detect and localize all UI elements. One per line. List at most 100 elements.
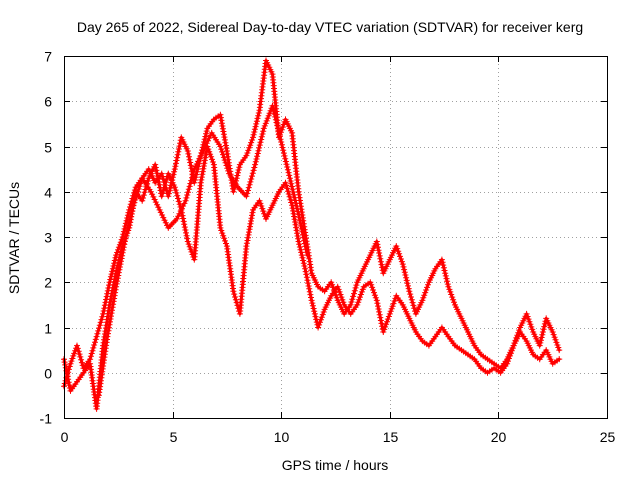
data-point xyxy=(106,254,119,286)
data-point xyxy=(380,258,392,277)
data-point xyxy=(252,128,267,168)
data-point xyxy=(113,245,125,277)
data-point xyxy=(523,310,536,333)
data-point xyxy=(263,204,275,222)
data-point xyxy=(156,206,170,229)
data-point xyxy=(399,301,412,320)
data-point xyxy=(217,143,232,174)
grid-lines xyxy=(64,56,607,418)
data-point xyxy=(478,365,489,375)
data-point xyxy=(438,256,451,288)
data-point xyxy=(458,315,470,333)
data-point xyxy=(419,281,431,304)
data-point xyxy=(432,326,444,340)
data-point xyxy=(121,205,136,245)
data-point xyxy=(204,118,216,132)
data-point xyxy=(165,170,177,188)
data-point xyxy=(263,57,275,75)
data-point xyxy=(445,333,457,347)
data-point xyxy=(412,299,425,317)
series-trace-c xyxy=(95,102,311,399)
data-point xyxy=(406,288,418,315)
data-point xyxy=(341,301,353,315)
data-point xyxy=(504,345,516,367)
data-point xyxy=(158,173,171,200)
data-point xyxy=(256,60,269,114)
data-point xyxy=(556,356,563,363)
data-point xyxy=(308,270,320,288)
data-point xyxy=(465,351,476,361)
data-point xyxy=(67,381,79,394)
y-tick-label: 2 xyxy=(44,275,52,291)
y-tick-label: 3 xyxy=(44,230,52,246)
data-point xyxy=(243,209,256,250)
x-tick-label: 20 xyxy=(491,429,507,445)
data-point xyxy=(549,329,562,351)
y-tick-label: 1 xyxy=(44,321,52,337)
data-point xyxy=(367,279,379,301)
data-point xyxy=(217,224,229,247)
data-point xyxy=(302,229,315,274)
data-point xyxy=(130,177,145,209)
data-point xyxy=(269,191,281,209)
data-point xyxy=(360,254,373,272)
data-point xyxy=(80,358,92,372)
data-point xyxy=(282,179,295,206)
data-point xyxy=(236,154,248,168)
data-point xyxy=(347,282,360,308)
data-point xyxy=(226,170,240,188)
data-point xyxy=(145,163,158,182)
data-point xyxy=(497,363,509,376)
x-tick-label: 0 xyxy=(61,429,69,445)
data-point xyxy=(104,286,119,340)
data-point xyxy=(191,182,204,263)
data-point xyxy=(315,309,327,331)
data-point xyxy=(171,184,184,210)
data-point xyxy=(556,347,563,354)
data-point xyxy=(523,338,536,356)
data-point xyxy=(412,329,424,342)
data-point xyxy=(278,139,293,179)
data-point xyxy=(304,252,311,259)
y-tick-label: 6 xyxy=(44,94,52,110)
data-point xyxy=(295,238,308,269)
data-point xyxy=(210,113,222,123)
data-point xyxy=(399,261,412,292)
data-point xyxy=(243,164,258,200)
x-tick-label: 10 xyxy=(274,429,290,445)
data-point xyxy=(113,236,125,259)
data-point xyxy=(74,342,86,369)
data-point xyxy=(286,175,301,215)
data-point xyxy=(543,315,555,333)
data-point xyxy=(210,161,224,229)
data-point xyxy=(234,184,248,198)
data-point xyxy=(452,342,463,352)
data-point xyxy=(393,243,405,265)
data-point xyxy=(295,188,308,233)
data-point xyxy=(74,372,85,385)
data-point xyxy=(445,283,457,306)
chart-title: Day 265 of 2022, Sidereal Day-to-day VTE… xyxy=(77,19,583,35)
data-point xyxy=(87,336,99,363)
data-point xyxy=(530,351,541,361)
data-point xyxy=(334,283,347,306)
data-point xyxy=(452,301,464,320)
data-point xyxy=(289,129,302,192)
data-point xyxy=(425,267,438,286)
data-point xyxy=(471,356,483,369)
data-point xyxy=(425,335,437,349)
data-point xyxy=(308,297,321,328)
data-point xyxy=(139,175,153,193)
data-point xyxy=(95,336,110,399)
y-tick-label: 7 xyxy=(44,49,52,65)
axis-ticks: 0 5 10 15 20 25 -1 0 1 2 3 4 5 6 7 xyxy=(40,49,616,446)
data-point xyxy=(289,202,302,242)
y-tick-label: 0 xyxy=(44,366,52,382)
data-point xyxy=(173,200,188,222)
plot-frame xyxy=(64,56,608,419)
data-point xyxy=(191,150,205,173)
data-point xyxy=(491,360,502,370)
data-point xyxy=(165,217,179,231)
